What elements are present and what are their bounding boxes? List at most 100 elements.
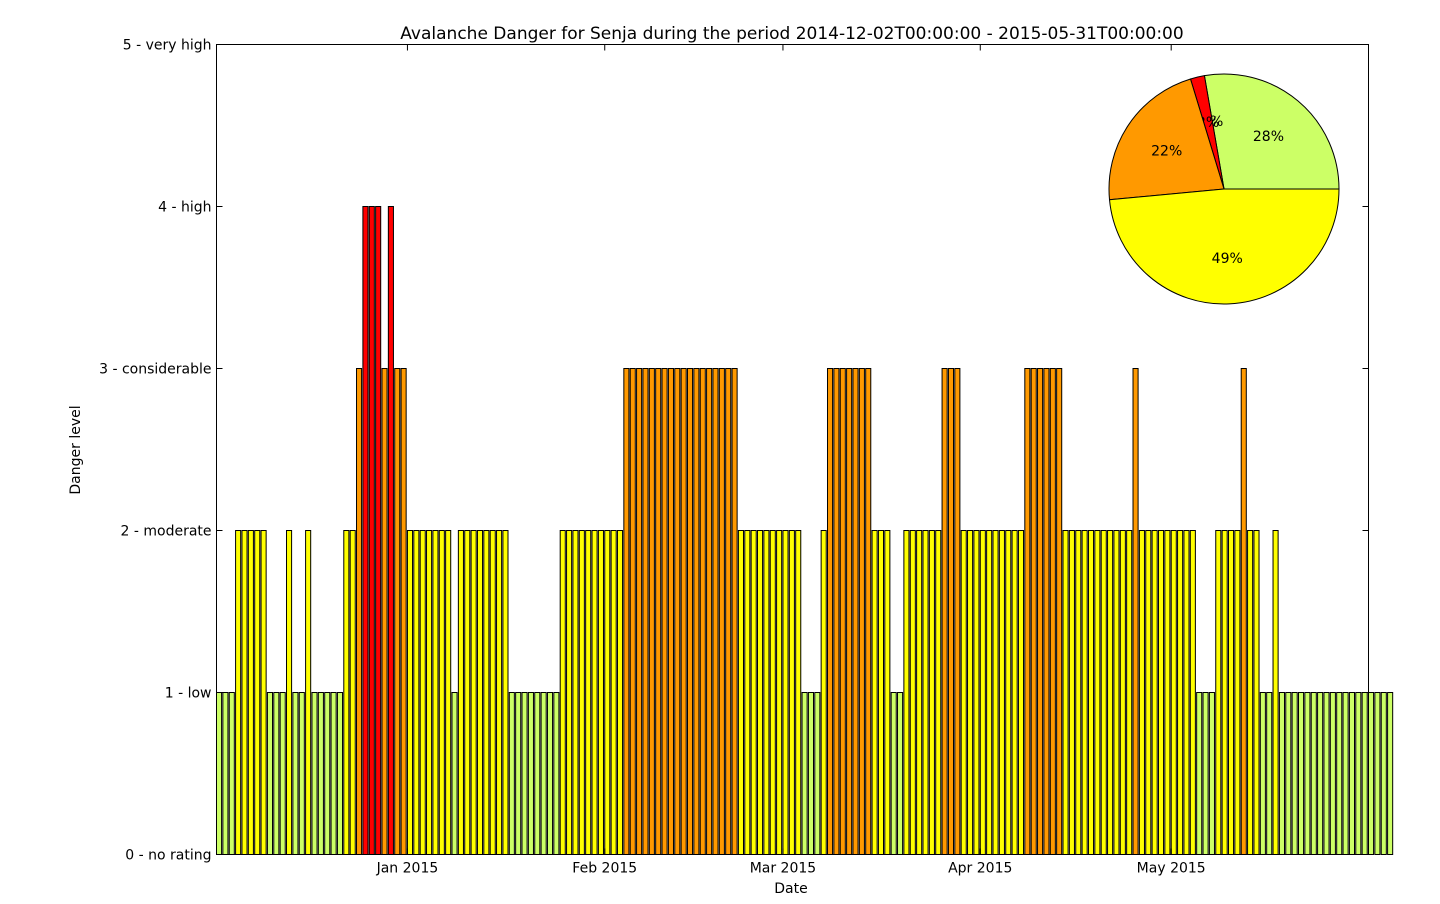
x-tick-label: May 2015 (1137, 861, 1206, 877)
danger-bar (1177, 530, 1184, 855)
danger-bar (1342, 692, 1349, 855)
danger-bar (1126, 530, 1133, 855)
danger-bar (610, 530, 617, 855)
danger-bar (438, 530, 445, 855)
danger-bar (546, 692, 554, 855)
danger-bar (916, 530, 923, 855)
danger-bar (247, 530, 254, 855)
danger-bar (464, 530, 471, 855)
danger-bar (960, 530, 967, 855)
danger-bar (470, 530, 477, 855)
danger-bar (521, 692, 528, 855)
danger-bar (1189, 530, 1196, 855)
danger-bar (1348, 692, 1356, 855)
pie-wedge (1203, 73, 1340, 190)
danger-bar (279, 692, 286, 855)
danger-bar (451, 692, 458, 855)
danger-bar (788, 530, 795, 855)
danger-bar (292, 692, 299, 855)
x-axis-ticks: Jan 2015 Feb 2015 Mar 2015 Apr 2015 May 2015 (376, 44, 1206, 877)
danger-bar (693, 368, 700, 855)
danger-bar (814, 692, 821, 855)
danger-bar (1037, 368, 1044, 855)
danger-bar (782, 530, 789, 855)
danger-bar (375, 206, 382, 855)
danger-bar (311, 692, 318, 855)
danger-bar (1380, 692, 1387, 855)
pie-wedge (1108, 188, 1340, 305)
danger-bar (1272, 530, 1279, 855)
danger-bar (909, 530, 916, 855)
danger-bar (1043, 368, 1050, 855)
danger-bar (954, 368, 961, 855)
danger-bar (973, 530, 980, 855)
danger-bar (381, 368, 388, 855)
danger-bar (871, 530, 878, 855)
y-tick-label: 4 - high (158, 200, 211, 216)
y-axis-label: Danger level (68, 405, 84, 494)
danger-bar (712, 368, 719, 855)
danger-bar (731, 368, 738, 855)
danger-bar (992, 530, 999, 855)
danger-bar (667, 368, 674, 855)
danger-bar (1387, 692, 1394, 855)
danger-bar (1304, 692, 1311, 855)
danger-bar (686, 368, 694, 855)
danger-bar (1068, 530, 1075, 855)
danger-bar (1323, 692, 1330, 855)
danger-bar (1119, 530, 1126, 855)
danger-bar (661, 368, 668, 855)
danger-bar (336, 692, 344, 855)
danger-bar (241, 530, 248, 855)
danger-bar (406, 530, 414, 855)
danger-bar (827, 368, 834, 855)
danger-bar (216, 692, 223, 855)
danger-bar (527, 692, 534, 855)
y-tick-label: 3 - considerable (99, 362, 211, 378)
danger-bar (756, 530, 764, 855)
danger-bar (508, 692, 515, 855)
danger-bar (273, 692, 280, 855)
danger-bar (489, 530, 496, 855)
danger-bar (1208, 692, 1215, 855)
danger-bar (1240, 368, 1247, 855)
danger-bar (1329, 692, 1336, 855)
danger-bar (1151, 530, 1158, 855)
danger-bar (387, 206, 394, 855)
x-tick-label: Feb 2015 (572, 861, 637, 877)
danger-bar (228, 692, 235, 855)
danger-bar (305, 530, 312, 855)
danger-bar (286, 530, 293, 855)
danger-bar (1138, 530, 1145, 855)
danger-bar (967, 530, 974, 855)
danger-bar (922, 530, 929, 855)
danger-bar (1310, 692, 1317, 855)
danger-bar (1183, 530, 1190, 855)
danger-bar (928, 530, 935, 855)
danger-bar (317, 692, 324, 855)
danger-bar (795, 530, 802, 855)
danger-bar (1081, 530, 1088, 855)
y-axis-ticks: 0 - no rating 1 - low 2 - moderate 3 - cons… (99, 38, 1369, 864)
danger-bar (597, 530, 604, 855)
x-axis-label: Date (774, 881, 807, 897)
danger-bar (616, 530, 624, 855)
danger-bar (636, 368, 643, 855)
danger-bar (1368, 692, 1375, 855)
danger-bar (858, 368, 865, 855)
danger-bar (1355, 692, 1362, 855)
danger-bar (457, 530, 464, 855)
danger-bar (877, 530, 885, 855)
danger-bar (655, 368, 662, 855)
danger-bar (1157, 530, 1165, 855)
danger-bar (998, 530, 1005, 855)
danger-bar (801, 692, 808, 855)
pie-percent-label: 22% (1151, 144, 1182, 160)
pie-percent-label: 49% (1212, 251, 1243, 267)
danger-bar (846, 368, 853, 855)
danger-bar (833, 368, 840, 855)
danger-bar (1196, 692, 1203, 855)
danger-bar (330, 692, 337, 855)
